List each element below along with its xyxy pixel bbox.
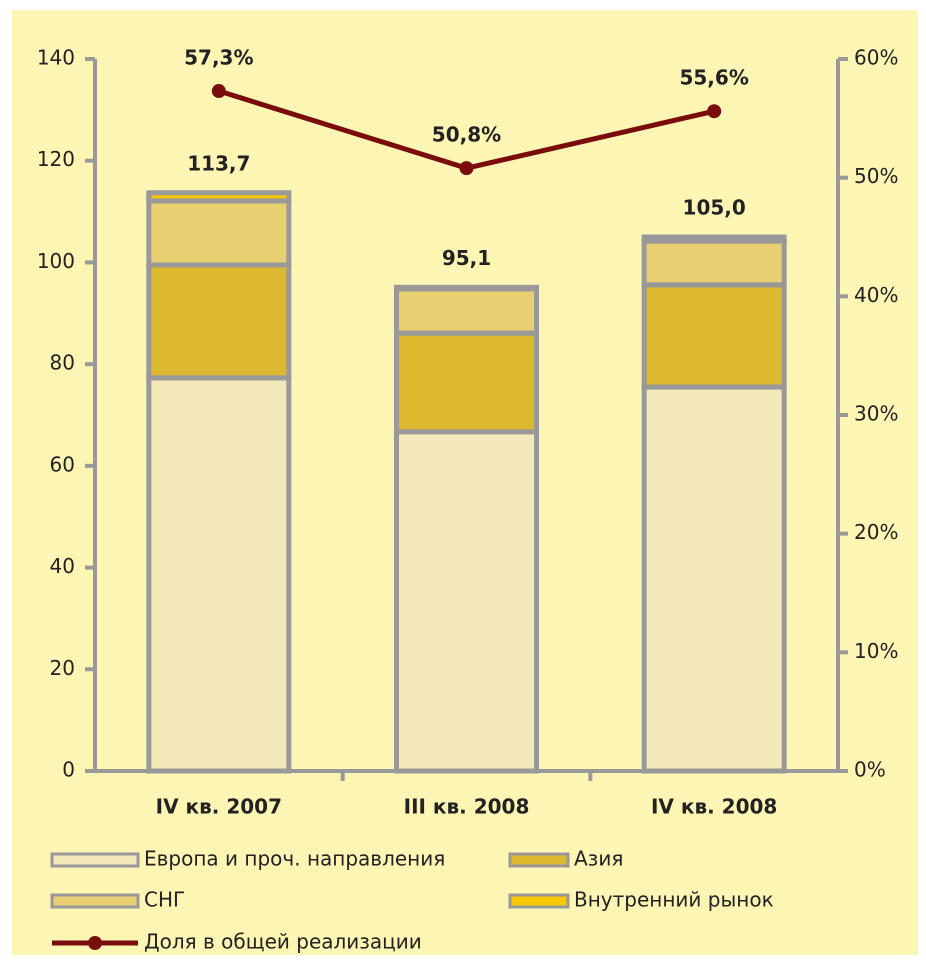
data-label: 55,6% (679, 66, 748, 90)
y-tick-label: 40 (50, 554, 75, 578)
bar-segment (394, 286, 539, 336)
legend-label: Европа и проч. направления (144, 847, 445, 871)
legend-label: СНГ (144, 888, 185, 912)
x-tick-label: IV кв. 2008 (651, 795, 777, 819)
bar-segment (394, 330, 539, 435)
total-label: 95,1 (442, 246, 491, 270)
y2-tick-label: 20% (854, 520, 898, 544)
y2-tick-label: 30% (854, 402, 898, 426)
y-tick-label: 20 (50, 656, 75, 680)
total-label: 113,7 (187, 151, 250, 175)
bar-segment (641, 282, 787, 390)
bar-segment (641, 234, 787, 244)
legend-swatch (508, 893, 570, 909)
bar-segment (394, 429, 539, 774)
legend-swatch (508, 852, 570, 868)
x-tick-label: III кв. 2008 (404, 795, 530, 819)
bar-segment (146, 375, 292, 774)
bar-segment (146, 262, 292, 381)
total-label: 105,0 (683, 196, 746, 220)
y-tick-label: 120 (37, 147, 75, 171)
legend-label: Внутренний рынок (574, 888, 774, 912)
line-marker (459, 161, 474, 176)
legend-label: Доля в общей реализации (144, 930, 422, 954)
y2-tick-label: 50% (854, 164, 898, 188)
y2-tick-label: 0% (854, 758, 886, 782)
line-marker (211, 84, 226, 99)
legend-marker (88, 936, 102, 950)
data-label: 57,3% (184, 46, 253, 70)
y2-tick-label: 40% (854, 283, 898, 307)
legend-swatch (50, 852, 140, 868)
bar-segment (641, 384, 787, 774)
y-tick-label: 100 (37, 249, 75, 273)
data-label: 50,8% (432, 123, 501, 147)
y-tick-label: 140 (37, 46, 75, 70)
line-marker (707, 104, 722, 119)
x-tick-label: IV кв. 2007 (156, 795, 282, 819)
y2-tick-label: 60% (854, 46, 898, 70)
bar-segment (146, 198, 292, 268)
bar-segment (641, 238, 787, 288)
legend-swatch (50, 893, 140, 909)
y-tick-label: 80 (50, 351, 75, 375)
y-tick-label: 60 (50, 452, 75, 476)
bar-segment (146, 190, 292, 204)
legend-label: Азия (574, 847, 623, 871)
y2-tick-label: 10% (854, 639, 898, 663)
bar-segment (394, 284, 539, 292)
y-tick-label: 0 (62, 758, 75, 782)
